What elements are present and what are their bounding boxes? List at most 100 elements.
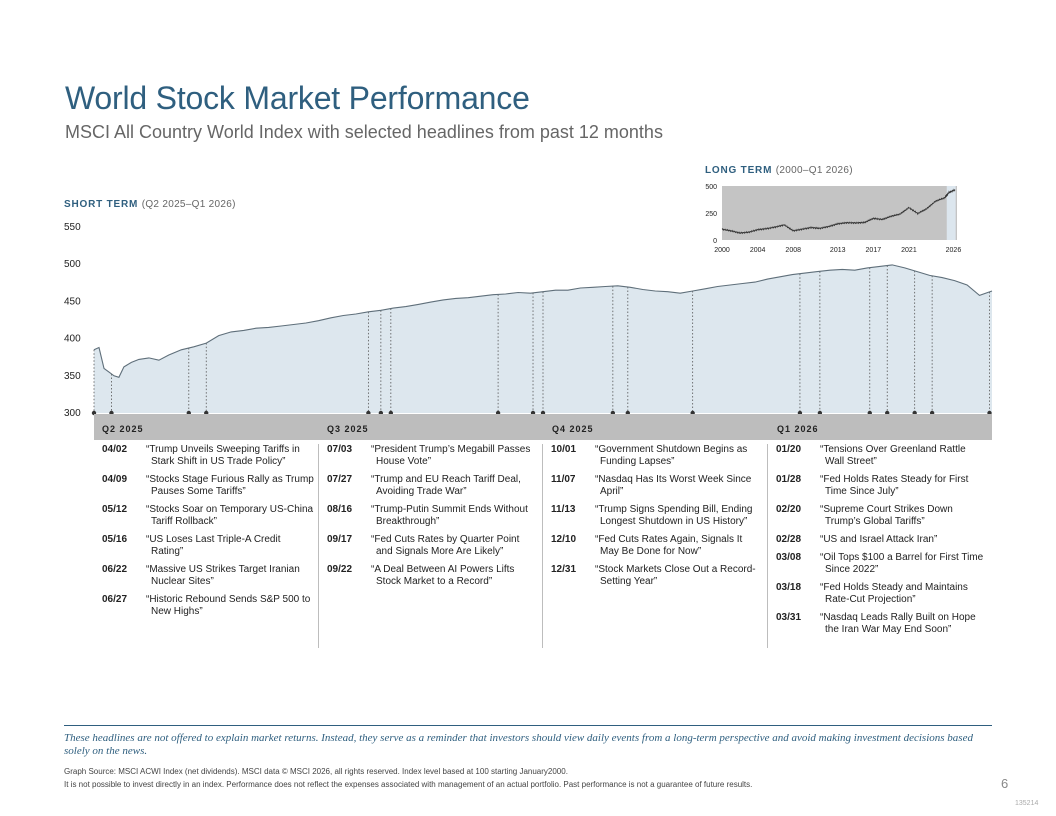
headline-item: 09/17 “Fed Cuts Rates by Quarter Point an… bbox=[327, 534, 538, 558]
headline-text: “Fed Cuts Rates Again, Signals It May Be… bbox=[595, 534, 743, 557]
long-term-y-tick: 500 bbox=[705, 184, 717, 191]
headline-text: “Trump Signs Spending Bill, Ending Longe… bbox=[595, 504, 753, 527]
headline-item: 04/09 “Stocks Stage Furious Rally as Trum… bbox=[102, 474, 314, 498]
headline-item: 06/27 “Historic Rebound Sends S&P 500 to … bbox=[102, 594, 314, 618]
headline-item: 06/22 “Massive US Strikes Target Iranian … bbox=[102, 564, 314, 588]
headline-text: “Nasdaq Leads Rally Built on Hope the Ir… bbox=[820, 612, 976, 635]
headline-text: “Oil Tops $100 a Barrel for First Time S… bbox=[820, 552, 984, 575]
long-term-y-tick: 250 bbox=[705, 211, 717, 218]
headline-item: 03/18 “Fed Holds Steady and Maintains Rat… bbox=[776, 582, 987, 606]
headline-item: 08/16 “Trump-Putin Summit Ends Without Br… bbox=[327, 504, 538, 528]
headline-date: 02/28 bbox=[776, 534, 802, 545]
headline-date: 03/31 bbox=[776, 612, 802, 623]
headline-text: “Stock Markets Close Out a Record-Settin… bbox=[595, 564, 756, 587]
long-term-label-text: LONG TERM bbox=[705, 165, 773, 176]
headline-item: 12/31 “Stock Markets Close Out a Record-S… bbox=[551, 564, 762, 588]
long-term-x-tick: 2026 bbox=[946, 247, 962, 254]
headline-text: “Government Shutdown Begins as Funding L… bbox=[595, 444, 748, 467]
headline-text: “Nasdaq Has Its Worst Week Since April” bbox=[595, 474, 752, 497]
long-term-range: (2000–Q1 2026) bbox=[775, 165, 853, 176]
headline-item: 05/12 “Stocks Soar on Temporary US-China … bbox=[102, 504, 314, 528]
short-term-area bbox=[94, 264, 992, 413]
quarter-label-q2-2025: Q2 2025 bbox=[102, 424, 144, 434]
long-term-x-tick: 2013 bbox=[830, 247, 846, 254]
headline-date: 10/01 bbox=[551, 444, 577, 455]
headline-text: “Fed Cuts Rates by Quarter Point and Sig… bbox=[371, 534, 520, 557]
y-tick-label: 500 bbox=[64, 259, 81, 270]
short-term-label-text: SHORT TERM bbox=[64, 199, 139, 210]
headline-column-q4-2025: 10/01 “Government Shutdown Begins as Fund… bbox=[542, 444, 766, 648]
document-code: 135214 bbox=[1015, 800, 1039, 807]
y-tick-label: 550 bbox=[64, 222, 81, 233]
long-term-highlight bbox=[946, 186, 956, 240]
headline-text: “Trump and EU Reach Tariff Deal, Avoidin… bbox=[371, 474, 521, 497]
headline-text: “Fed Holds Rates Steady for First Time S… bbox=[820, 474, 969, 497]
headline-item: 07/03 “President Trump’s Megabill Passes … bbox=[327, 444, 538, 468]
headline-column-q2-2025: 04/02 “Trump Unveils Sweeping Tariffs in … bbox=[94, 444, 318, 648]
headline-date: 08/16 bbox=[327, 504, 353, 515]
headline-date: 07/27 bbox=[327, 474, 353, 485]
long-term-x-tick: 2000 bbox=[714, 247, 730, 254]
y-tick-label: 300 bbox=[64, 408, 81, 419]
headline-column-q1-2026: 01/20 “Tensions Over Greenland Rattle Wal… bbox=[767, 444, 991, 648]
headline-text: “A Deal Between AI Powers Lifts Stock Ma… bbox=[371, 564, 515, 587]
long-term-x-tick: 2017 bbox=[866, 247, 882, 254]
long-term-x-tick: 2008 bbox=[785, 247, 801, 254]
headline-text: “Historic Rebound Sends S&P 500 to New H… bbox=[146, 594, 311, 617]
page-number: 6 bbox=[1001, 776, 1009, 791]
headline-item: 12/10 “Fed Cuts Rates Again, Signals It M… bbox=[551, 534, 762, 558]
page-title: World Stock Market Performance bbox=[65, 80, 530, 116]
headline-date: 12/31 bbox=[551, 564, 577, 575]
headline-date: 01/20 bbox=[776, 444, 802, 455]
headline-date: 02/20 bbox=[776, 504, 802, 515]
y-tick-label: 350 bbox=[64, 371, 81, 382]
quarter-label-q1-2026: Q1 2026 bbox=[777, 424, 819, 434]
headline-date: 01/28 bbox=[776, 474, 802, 485]
headline-text: “US and Israel Attack Iran” bbox=[820, 534, 938, 545]
headline-item: 05/16 “US Loses Last Triple-A Credit Rati… bbox=[102, 534, 314, 558]
long-term-y-tick: 0 bbox=[713, 238, 717, 245]
quarter-label-q4-2025: Q4 2025 bbox=[552, 424, 594, 434]
headline-date: 06/27 bbox=[102, 594, 128, 605]
headline-date: 11/13 bbox=[551, 504, 576, 515]
headline-item: 02/28 “US and Israel Attack Iran” bbox=[776, 534, 987, 546]
headline-date: 04/09 bbox=[102, 474, 128, 485]
headline-item: 03/08 “Oil Tops $100 a Barrel for First T… bbox=[776, 552, 987, 576]
headline-date: 09/22 bbox=[327, 564, 353, 575]
headline-text: “US Loses Last Triple-A Credit Rating” bbox=[146, 534, 281, 557]
headline-item: 04/02 “Trump Unveils Sweeping Tariffs in … bbox=[102, 444, 314, 468]
headline-item: 01/28 “Fed Holds Rates Steady for First T… bbox=[776, 474, 987, 498]
headline-item: 01/20 “Tensions Over Greenland Rattle Wal… bbox=[776, 444, 987, 468]
headline-text: “Massive US Strikes Target Iranian Nucle… bbox=[146, 564, 300, 587]
source-note: Graph Source: MSCI ACWI Index (net divid… bbox=[64, 767, 568, 776]
headline-text: “Supreme Court Strikes Down Trump’s Glob… bbox=[820, 504, 953, 527]
y-tick-label: 400 bbox=[64, 334, 81, 345]
headline-date: 06/22 bbox=[102, 564, 128, 575]
short-term-range: (Q2 2025–Q1 2026) bbox=[141, 199, 236, 210]
y-tick-label: 450 bbox=[64, 296, 81, 307]
headline-item: 11/13 “Trump Signs Spending Bill, Ending … bbox=[551, 504, 762, 528]
headline-text: “Tensions Over Greenland Rattle Wall Str… bbox=[820, 444, 966, 467]
headline-item: 03/31 “Nasdaq Leads Rally Built on Hope t… bbox=[776, 612, 987, 636]
headline-item: 07/27 “Trump and EU Reach Tariff Deal, Av… bbox=[327, 474, 538, 498]
headline-date: 03/18 bbox=[776, 582, 802, 593]
headline-column-q3-2025: 07/03 “President Trump’s Megabill Passes … bbox=[318, 444, 542, 648]
long-term-x-tick: 2021 bbox=[901, 247, 917, 254]
headline-date: 03/08 bbox=[776, 552, 802, 563]
quarter-label-q3-2025: Q3 2025 bbox=[327, 424, 369, 434]
headline-date: 05/16 bbox=[102, 534, 128, 545]
headline-text: “Trump Unveils Sweeping Tariffs in Stark… bbox=[146, 444, 300, 467]
headline-date: 11/07 bbox=[551, 474, 576, 485]
long-term-label: LONG TERM (2000–Q1 2026) bbox=[705, 165, 853, 176]
quarter-bar bbox=[94, 414, 992, 440]
short-term-line bbox=[93, 264, 993, 378]
long-term-background bbox=[722, 186, 957, 240]
long-term-x-tick: 2004 bbox=[750, 247, 766, 254]
headline-item: 09/22 “A Deal Between AI Powers Lifts Sto… bbox=[327, 564, 538, 588]
headline-date: 07/03 bbox=[327, 444, 353, 455]
headline-text: “Fed Holds Steady and Maintains Rate-Cut… bbox=[820, 582, 968, 605]
headline-text: “President Trump’s Megabill Passes House… bbox=[371, 444, 531, 467]
headline-item: 10/01 “Government Shutdown Begins as Fund… bbox=[551, 444, 762, 468]
headline-text: “Stocks Soar on Temporary US-China Tarif… bbox=[146, 504, 314, 527]
